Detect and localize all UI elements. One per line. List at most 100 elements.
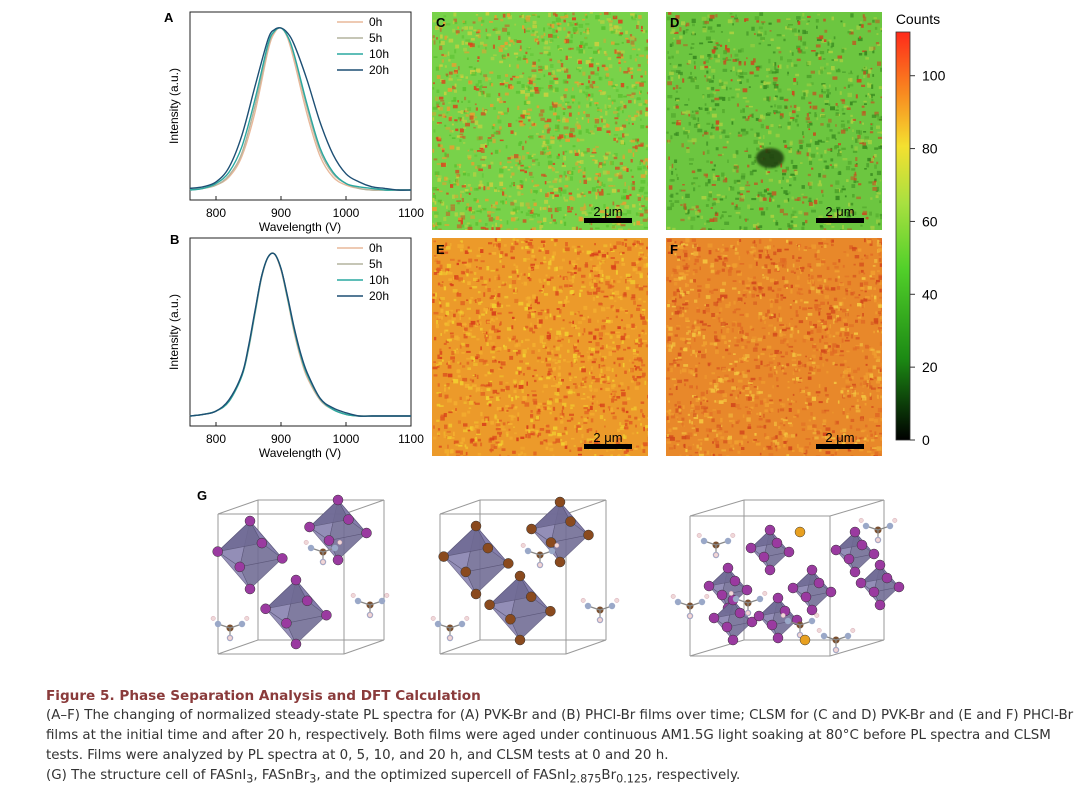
map-speckle: [494, 393, 497, 395]
map-speckle: [601, 365, 604, 367]
map-speckle: [606, 170, 610, 175]
map-speckle: [873, 354, 877, 359]
map-speckle: [761, 381, 766, 384]
map-speckle: [519, 48, 522, 52]
map-speckle: [773, 245, 775, 248]
map-speckle: [578, 385, 580, 387]
map-speckle: [566, 419, 572, 422]
map-speckle: [792, 165, 798, 169]
map-speckle: [598, 364, 601, 369]
map-speckle: [767, 419, 771, 423]
map-speckle: [787, 386, 790, 389]
map-speckle: [606, 224, 609, 228]
map-speckle: [734, 360, 738, 363]
map-speckle: [848, 324, 854, 328]
map-speckle: [722, 281, 727, 286]
map-speckle: [866, 383, 868, 387]
map-speckle: [623, 71, 629, 74]
map-speckle: [457, 369, 460, 374]
map-speckle: [448, 180, 451, 184]
map-speckle: [434, 270, 438, 272]
map-speckle: [773, 112, 776, 115]
map-speckle: [470, 120, 475, 124]
map-speckle: [598, 162, 603, 166]
map-speckle: [438, 228, 442, 230]
map-speckle: [860, 289, 863, 292]
map-speckle: [515, 90, 521, 94]
map-speckle: [709, 290, 712, 293]
map-speckle: [695, 397, 700, 402]
map-speckle: [462, 323, 467, 326]
map-speckle: [724, 195, 727, 199]
map-speckle: [512, 350, 518, 352]
map-speckle: [547, 266, 551, 270]
map-speckle: [839, 332, 842, 337]
map-speckle: [808, 197, 812, 202]
map-speckle: [444, 251, 449, 254]
map-speckle: [569, 196, 574, 201]
map-speckle: [612, 392, 615, 396]
map-speckle: [807, 376, 812, 380]
map-speckle: [668, 348, 672, 352]
map-speckle: [719, 198, 724, 201]
map-speckle: [841, 442, 846, 446]
map-speckle: [851, 168, 856, 171]
map-speckle: [504, 281, 507, 286]
map-speckle: [675, 305, 681, 310]
map-speckle: [781, 429, 785, 434]
map-speckle: [643, 426, 645, 432]
map-speckle: [456, 322, 462, 326]
map-speckle: [562, 402, 567, 407]
map-speckle: [778, 50, 782, 54]
map-speckle: [502, 265, 505, 268]
map-speckle: [440, 297, 445, 300]
map-speckle: [685, 212, 689, 215]
map-speckle: [613, 134, 618, 136]
map-speckle: [456, 75, 459, 78]
map-speckle: [569, 127, 575, 133]
map-speckle: [610, 161, 614, 166]
map-speckle: [873, 330, 875, 334]
map-speckle: [686, 148, 690, 153]
map-speckle: [440, 41, 445, 45]
map-speckle: [467, 184, 471, 187]
map-speckle: [850, 144, 854, 149]
map-speckle: [511, 280, 517, 285]
map-speckle: [613, 185, 616, 187]
map-speckle: [789, 306, 792, 309]
map-speckle: [604, 12, 609, 15]
map-speckle: [867, 299, 871, 302]
map-speckle: [516, 64, 519, 69]
map-speckle: [552, 88, 557, 93]
map-speckle: [828, 348, 830, 352]
map-speckle: [578, 166, 581, 168]
map-speckle: [688, 158, 694, 161]
map-speckle: [436, 419, 440, 422]
map-speckle: [785, 327, 791, 330]
map-speckle: [608, 81, 613, 86]
map-speckle: [492, 138, 496, 144]
map-speckle: [618, 26, 622, 30]
map-speckle: [485, 198, 489, 202]
map-speckle: [683, 131, 688, 135]
map-speckle: [585, 60, 591, 65]
map-speckle: [574, 152, 579, 156]
map-speckle: [847, 120, 850, 124]
map-speckle: [635, 339, 639, 343]
map-speckle: [474, 436, 477, 442]
map-speckle: [839, 229, 844, 230]
map-speckle: [612, 201, 615, 206]
map-speckle: [563, 171, 566, 176]
map-speckle: [488, 278, 491, 282]
map-speckle: [726, 455, 730, 456]
map-speckle: [831, 66, 835, 71]
map-speckle: [685, 110, 691, 115]
map-speckle: [783, 213, 788, 216]
map-speckle: [712, 289, 715, 291]
map-speckle: [779, 113, 784, 118]
map-speckle: [440, 34, 443, 39]
map-speckle: [667, 75, 670, 80]
map-speckle: [817, 54, 821, 57]
map-speckle: [783, 443, 786, 448]
map-speckle: [870, 94, 873, 99]
